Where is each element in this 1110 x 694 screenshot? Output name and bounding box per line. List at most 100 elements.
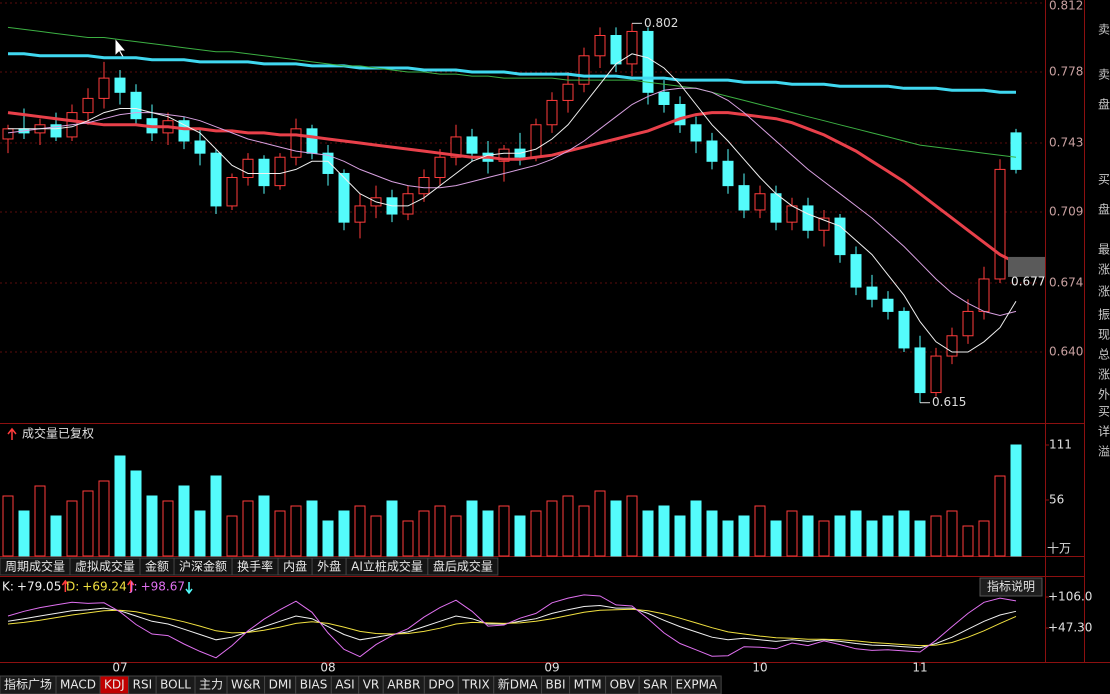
side-panel-label: 涨 [1098, 262, 1110, 277]
indicator-tab-label[interactable]: EXPMA [676, 678, 718, 692]
volume-title: 成交量已复权 [22, 426, 94, 441]
volume-bar [274, 510, 286, 557]
indicator-tab-label[interactable]: 新DMA [498, 677, 539, 692]
candle-body [546, 99, 558, 126]
candle-body [818, 217, 830, 231]
candle-body [802, 205, 814, 231]
indicator-tab-label[interactable]: BOLL [160, 678, 191, 692]
indicator-tab-label[interactable]: ARBR [387, 678, 420, 692]
indicator-tab-label[interactable]: BBI [546, 678, 566, 692]
volume-bar [450, 515, 462, 557]
volume-bar [706, 510, 718, 557]
y-tick-label: 111 [1049, 438, 1072, 452]
side-panel-label: 买 [1098, 173, 1110, 187]
help-button[interactable] [979, 577, 1043, 597]
volume-bar [578, 505, 590, 557]
y-tick-label: 0.778 [1049, 65, 1083, 79]
volume-bar [754, 505, 766, 557]
trend-arrow [61, 579, 69, 592]
volume-bar [50, 515, 62, 557]
y-tick-label: +47.30 [1048, 621, 1092, 635]
candle-body [226, 177, 238, 207]
volume-bar [690, 500, 702, 557]
volume-bar [834, 515, 846, 557]
trend-arrow [127, 579, 135, 592]
y-tick-label: 0.709 [1049, 205, 1083, 219]
indicator-tab-label[interactable]: 主力 [199, 678, 223, 692]
volume-bar [562, 495, 574, 557]
x-tick-label: 09 [544, 661, 559, 675]
volume-tab-label[interactable]: 周期成交量 [5, 559, 65, 574]
volume-tab-label[interactable]: 金额 [145, 559, 169, 574]
indicator-tab-label[interactable]: VR [363, 678, 380, 692]
indicator-tab-label[interactable]: OBV [610, 678, 636, 692]
side-panel-label: 溢 [1098, 445, 1110, 459]
volume-tab-label[interactable]: 外盘 [317, 559, 341, 574]
indicator-tab-label[interactable]: KDJ [104, 678, 125, 692]
volume-bar [338, 510, 350, 557]
candle-body [978, 278, 990, 312]
side-panel-label: 盘 [1098, 97, 1110, 112]
side-panel-label: 外 [1098, 388, 1110, 402]
indicator-tab-label[interactable]: 指标广场 [4, 677, 52, 692]
volume-bar [226, 515, 238, 557]
volume-bar [594, 490, 606, 557]
candle-body [322, 152, 334, 174]
side-panel-label: 卖 [1098, 23, 1110, 37]
indicator-tab-label[interactable]: RSI [133, 678, 153, 692]
volume-tab[interactable] [427, 557, 499, 576]
indicator-tab[interactable] [671, 675, 722, 694]
candle-body [466, 136, 478, 154]
volume-tab-label[interactable]: 内盘 [283, 559, 307, 574]
volume-bar [418, 510, 430, 557]
volume-bar [434, 505, 446, 557]
volume-tab-label[interactable]: AI立桩成交量 [351, 559, 423, 574]
volume-tab-label[interactable]: 虚拟成交量 [75, 559, 135, 574]
candle-body [274, 156, 286, 187]
candle-body [50, 124, 62, 138]
indicator-tab-label[interactable]: MACD [60, 678, 96, 692]
legend-name: D: [66, 580, 79, 594]
legend-value: +98.67 [141, 580, 185, 594]
legend-value: +79.05 [17, 580, 61, 594]
moving-average-line [7, 26, 1017, 158]
indicator-tab-label[interactable]: DMI [269, 678, 292, 692]
candle-body [834, 217, 846, 256]
candle-body [2, 128, 14, 140]
side-panel-label: 卖 [1098, 68, 1110, 82]
indicator-tab-label[interactable]: TRIX [461, 678, 489, 692]
side-panel-label: 买 [1098, 405, 1110, 419]
volume-bar [882, 515, 894, 557]
cursor-box [1008, 256, 1045, 277]
side-panel-label: 最 [1098, 243, 1110, 257]
volume-bar [370, 515, 382, 557]
indicator-tab-label[interactable]: DPO [428, 678, 454, 692]
candle-body [658, 91, 670, 105]
volume-bar [786, 510, 798, 557]
high-label: 0.802 [644, 16, 678, 30]
volume-tab-label[interactable]: 换手率 [237, 559, 273, 574]
candle-body [530, 124, 542, 158]
volume-bar [610, 500, 622, 557]
y-tick-label: +106.0 [1048, 590, 1092, 604]
candle-body [114, 77, 126, 93]
legend-name: J: [129, 580, 138, 594]
candle-body [898, 310, 910, 349]
indicator-tab-label[interactable]: SAR [643, 678, 667, 692]
volume-bar [770, 520, 782, 557]
indicator-tab-label[interactable]: MTM [574, 678, 602, 692]
candle-body [434, 156, 446, 179]
side-panel-label: 现 [1098, 328, 1110, 342]
help-button-label[interactable]: 指标说明 [987, 579, 1035, 594]
indicator-tab-label[interactable]: ASI [335, 678, 354, 692]
indicator-tab-label[interactable]: W&R [231, 678, 261, 692]
volume-tab-label[interactable]: 沪深金额 [179, 559, 227, 574]
x-tick-label: 07 [112, 661, 127, 675]
volume-bar [18, 510, 30, 557]
volume-bar [898, 510, 910, 557]
legend-name: K: [2, 580, 14, 594]
candle-body [642, 30, 654, 93]
volume-tab-label[interactable]: 盘后成交量 [433, 559, 493, 574]
candle-body [930, 355, 942, 394]
indicator-tab-label[interactable]: BIAS [300, 678, 328, 692]
